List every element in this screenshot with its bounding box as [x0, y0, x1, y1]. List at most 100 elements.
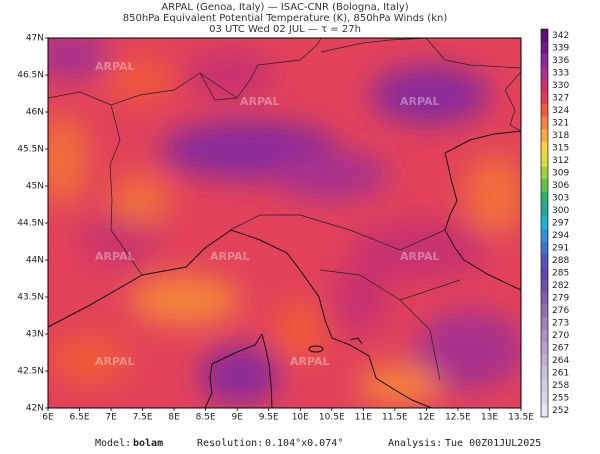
colorbar-label: 255	[552, 394, 569, 404]
colorbar-swatch	[541, 354, 548, 368]
colorbar-label: 279	[552, 294, 569, 304]
y-tick-label: 46.5N	[17, 71, 44, 81]
watermark: ARPAL	[290, 355, 330, 368]
y-tick-label: 44N	[26, 256, 44, 266]
colorbar-label: 336	[552, 56, 569, 66]
colorbar-swatch	[541, 54, 548, 67]
colorbar-label: 342	[552, 31, 569, 41]
colorbar-swatch	[541, 241, 548, 255]
colorbar-label: 339	[552, 43, 569, 53]
x-tick-label: 12.5E	[445, 413, 471, 423]
title-line: 03 UTC Wed 02 JUL — τ = 27h	[209, 24, 361, 35]
colorbar-label: 294	[552, 231, 569, 241]
colorbar-label: 324	[552, 106, 569, 116]
colorbar-swatch	[541, 391, 548, 405]
y-tick-label: 44.5N	[17, 219, 44, 229]
x-tick-label: 7E	[105, 413, 117, 423]
x-tick-label: 10E	[292, 413, 309, 423]
colorbar-label: 330	[552, 81, 569, 91]
x-tick-label: 8.5E	[196, 413, 216, 423]
colorbar-swatch	[541, 129, 548, 142]
colorbar-label: 318	[552, 131, 569, 141]
footer-value: bolam	[133, 438, 163, 449]
colorbar-label: 261	[552, 369, 569, 379]
watermark: ARPAL	[95, 355, 135, 368]
colorbar-label: 258	[552, 381, 569, 391]
colorbar-swatch	[541, 154, 548, 167]
colorbar-swatch	[541, 316, 548, 330]
x-tick-label: 11.5E	[382, 413, 408, 423]
colorbar-frame	[540, 28, 549, 418]
y-tick-label: 43.5N	[17, 293, 44, 303]
y-tick-label: 46N	[26, 108, 44, 118]
colorbar-label: 327	[552, 93, 569, 103]
footer-label: Model:	[95, 438, 131, 449]
colorbar-label: 300	[552, 206, 569, 216]
title-line: 850hPa Equivalent Potential Temperature …	[123, 13, 448, 24]
colorbar-label: 276	[552, 306, 569, 316]
colorbar-label: 333	[552, 68, 569, 78]
y-tick-label: 47N	[26, 34, 44, 44]
colorbar-label: 264	[552, 356, 569, 366]
colorbar-swatch	[541, 404, 548, 418]
x-tick-label: 7.5E	[133, 413, 153, 423]
colorbar-swatch	[541, 291, 548, 305]
colorbar-swatch	[541, 366, 548, 380]
colorbar-label: 291	[552, 244, 569, 254]
border	[48, 38, 521, 381]
footer-label: Analysis:	[388, 438, 442, 449]
colorbar-swatch	[541, 166, 548, 180]
x-tick-label: 13.5E	[508, 413, 534, 423]
y-tick-label: 43N	[26, 330, 44, 340]
colorbar-label: 282	[552, 281, 569, 291]
watermark: ARPAL	[210, 250, 250, 263]
x-tick-label: 10.5E	[319, 413, 345, 423]
x-tick-label: 8E	[168, 413, 180, 423]
field: ARPAL ARPAL ARPAL ARPAL ARPAL ARPAL ARPA…	[48, 38, 521, 408]
x-tick-label: 6E	[42, 413, 54, 423]
colorbar-label: 273	[552, 319, 569, 329]
colorbar-label: 285	[552, 269, 569, 279]
colorbar-swatch	[541, 79, 548, 92]
colorbar-swatch	[541, 66, 548, 80]
watermark: ARPAL	[400, 250, 440, 263]
colorbar-swatch	[541, 279, 548, 293]
y-tick-label: 45.5N	[17, 145, 44, 155]
x-tick-label: 12E	[418, 413, 435, 423]
colorbar-swatch	[541, 141, 548, 155]
y-tick-label: 45N	[26, 182, 44, 192]
colorbar-swatch	[541, 216, 548, 230]
watermark: ARPAL	[95, 250, 135, 263]
colorbar-label: 312	[552, 156, 569, 166]
colorbar-swatch	[541, 204, 548, 218]
y-tick-label: 42.5N	[17, 367, 44, 377]
colorbar-swatch	[541, 379, 548, 393]
colorbar-swatch	[541, 304, 548, 318]
x-tick-label: 11E	[355, 413, 372, 423]
colorbar-label: 315	[552, 143, 569, 153]
colorbar-swatch	[541, 91, 548, 105]
x-tick-label: 9E	[231, 413, 243, 423]
watermark: ARPAL	[240, 95, 280, 108]
x-tick-label: 13E	[481, 413, 498, 423]
watermark: ARPAL	[95, 60, 135, 73]
colorbar-label: 267	[552, 344, 569, 354]
colorbar-swatch	[541, 191, 548, 205]
colorbar-label: 270	[552, 331, 569, 341]
x-tick-label: 9.5E	[259, 413, 279, 423]
colorbar-label: 306	[552, 181, 569, 191]
colorbar-label: 288	[552, 256, 569, 266]
colorbar-swatch	[541, 266, 548, 280]
colorbar-swatch	[541, 229, 548, 243]
colorbar-label: 309	[552, 168, 569, 178]
colorbar-label: 297	[552, 219, 569, 229]
colorbar-label: 252	[552, 406, 569, 416]
footer-label: Resolution:	[197, 438, 263, 449]
colorbar-swatch	[541, 29, 548, 42]
colorbar-swatch	[541, 341, 548, 355]
colorbar-swatch	[541, 329, 548, 343]
colorbar-swatch	[541, 254, 548, 268]
colorbar-swatch	[541, 179, 548, 193]
colorbar-label: 321	[552, 118, 569, 128]
footer-value: 0.104°x0.074°	[265, 438, 343, 449]
